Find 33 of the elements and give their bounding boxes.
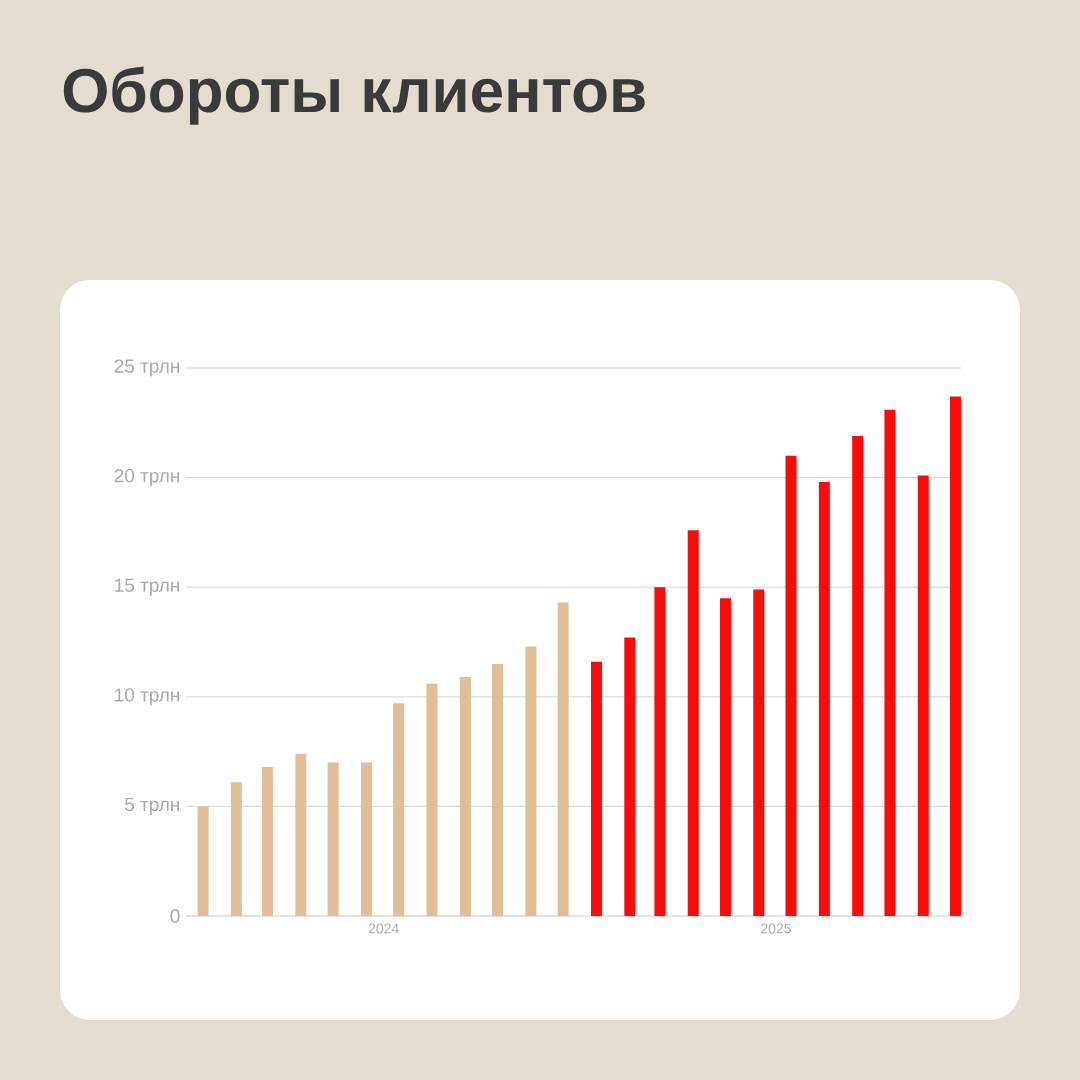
bar <box>360 762 372 916</box>
bar <box>492 663 504 916</box>
y-tick-label: 20 трлн <box>114 468 179 487</box>
bar <box>230 782 242 916</box>
bar <box>459 677 471 916</box>
y-tick-label: 0 <box>170 909 180 923</box>
bar <box>917 475 929 916</box>
y-tick-label: 5 трлн <box>125 797 179 815</box>
y-tick-label: 25 трлн <box>114 359 179 377</box>
y-tick-label: 15 трлн <box>115 578 179 596</box>
bar <box>262 766 274 916</box>
bar <box>687 530 699 916</box>
bar <box>719 598 731 916</box>
bar <box>426 683 438 916</box>
x-tick-label: 2024 <box>368 923 399 934</box>
x-tick-label: 2025 <box>761 923 791 934</box>
bar <box>327 762 339 916</box>
bar <box>295 753 307 916</box>
bar <box>949 396 961 916</box>
bar <box>753 589 765 916</box>
bar <box>393 703 405 916</box>
chart-title: Обороты клиентов <box>63 66 645 125</box>
bar <box>654 587 666 916</box>
bar <box>818 481 830 916</box>
bar <box>785 455 797 916</box>
bar <box>852 435 864 916</box>
bar <box>525 646 537 916</box>
y-tick-label: 10 трлн <box>115 688 179 706</box>
bar <box>624 637 636 916</box>
bar <box>884 409 896 916</box>
bar <box>590 661 602 916</box>
bar <box>557 602 569 916</box>
bar <box>197 806 209 916</box>
